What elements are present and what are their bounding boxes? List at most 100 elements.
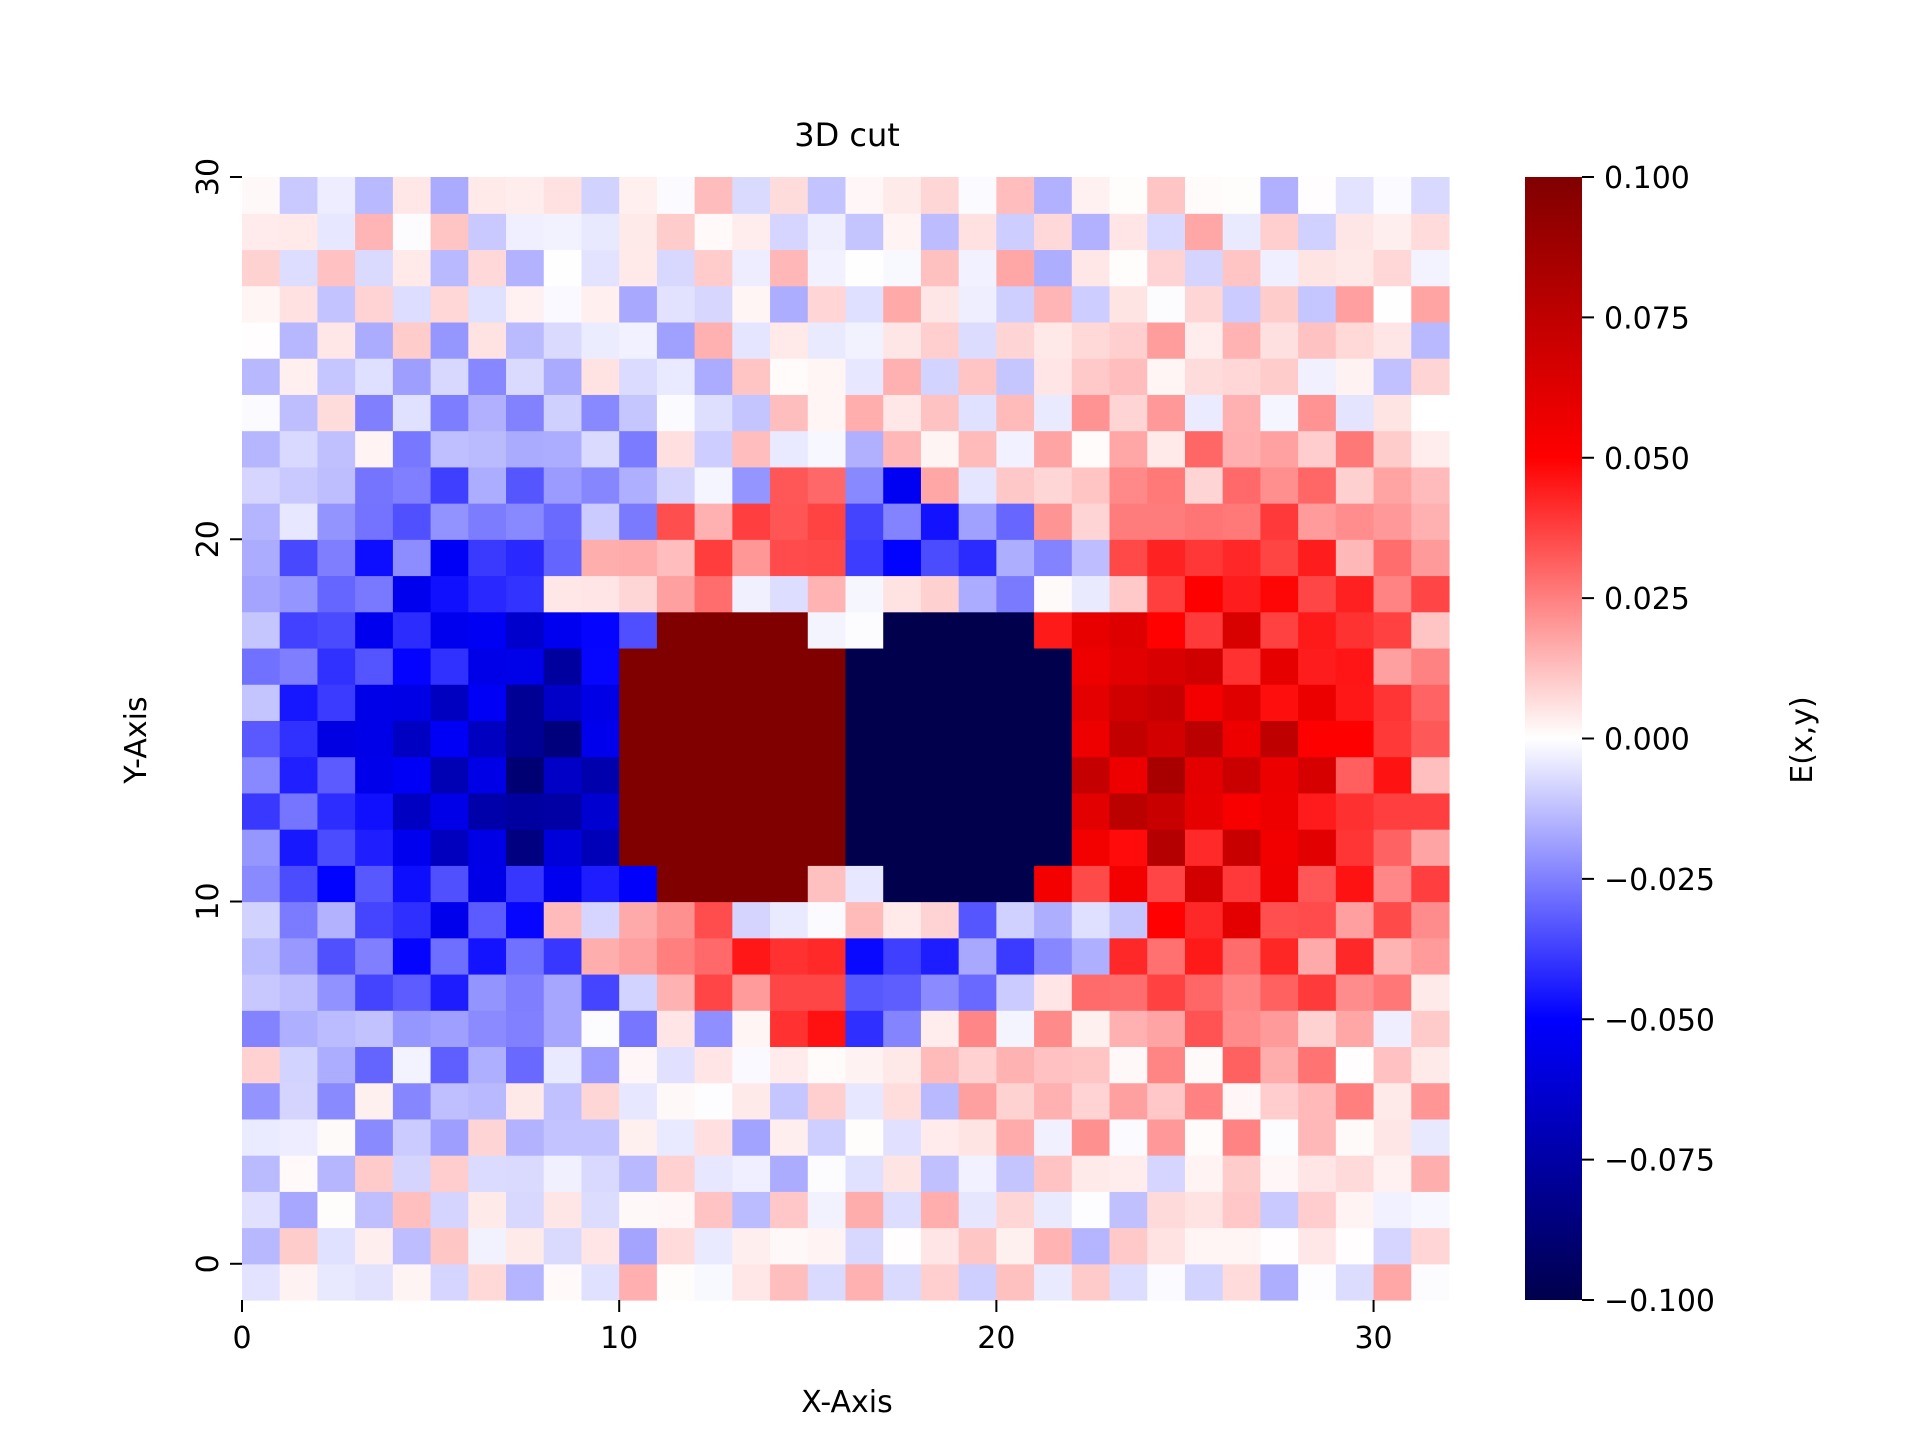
heatmap-cell <box>845 937 884 975</box>
heatmap-cell <box>1071 285 1111 323</box>
heatmap-cell <box>355 865 394 903</box>
heatmap-cell <box>1373 539 1412 577</box>
heatmap-cell <box>1071 1263 1111 1301</box>
heatmap-cell <box>996 901 1035 939</box>
heatmap-cell <box>920 1010 960 1048</box>
heatmap-cell <box>430 720 469 758</box>
heatmap-cell <box>1373 647 1412 685</box>
heatmap-cell <box>392 1155 432 1192</box>
heatmap-cell <box>770 1155 809 1192</box>
heatmap-cell <box>1222 973 1262 1011</box>
x-axis-label: X-Axis <box>801 1385 892 1420</box>
heatmap-cell <box>770 684 809 721</box>
heatmap-cell <box>845 213 884 251</box>
heatmap-cell <box>242 213 281 251</box>
heatmap-cell <box>694 829 733 866</box>
heatmap-cell <box>883 720 922 758</box>
heatmap-cell <box>430 1191 469 1229</box>
heatmap-cell <box>1109 394 1148 432</box>
heatmap-cell <box>430 466 469 504</box>
heatmap-cell <box>279 358 319 395</box>
heatmap-cell <box>242 358 281 395</box>
heatmap-cell <box>317 321 356 359</box>
heatmap-cell <box>317 1010 356 1048</box>
heatmap-cell <box>581 1046 620 1084</box>
heatmap-cell <box>619 213 658 251</box>
heatmap-cell <box>920 720 960 758</box>
heatmap-cell <box>807 1118 847 1156</box>
heatmap-cell <box>732 213 771 251</box>
heatmap-cell <box>1109 684 1148 721</box>
heatmap-cell <box>317 358 356 395</box>
heatmap-cell <box>1147 720 1186 758</box>
heatmap-cell <box>1373 937 1412 975</box>
heatmap-cell <box>1109 503 1148 540</box>
heatmap-cell <box>279 1155 319 1192</box>
heatmap-cell <box>1335 321 1375 359</box>
heatmap-cell <box>1071 213 1111 251</box>
heatmap-cell <box>581 1155 620 1192</box>
heatmap-cell <box>845 720 884 758</box>
heatmap-cell <box>1411 575 1450 613</box>
heatmap-cell <box>1147 756 1186 794</box>
heatmap-cell <box>506 358 545 395</box>
heatmap-cell <box>430 1263 469 1301</box>
heatmap-cell <box>656 1263 696 1301</box>
heatmap-cell <box>1034 684 1073 721</box>
heatmap-cell <box>1373 1263 1412 1301</box>
heatmap-cell <box>392 539 432 577</box>
heatmap-cell <box>430 792 469 830</box>
heatmap-cell <box>392 1191 432 1229</box>
heatmap-cell <box>1298 865 1337 903</box>
heatmap-cell <box>242 1082 281 1120</box>
heatmap-cell <box>807 611 847 649</box>
heatmap-cell <box>1034 394 1073 432</box>
heatmap-cell <box>392 792 432 830</box>
heatmap-cell <box>732 865 771 903</box>
heatmap-cell <box>1411 901 1450 939</box>
heatmap-cell <box>581 901 620 939</box>
heatmap-cell <box>883 285 922 323</box>
heatmap-cell <box>581 249 620 287</box>
heatmap-cell <box>1373 1118 1412 1156</box>
heatmap-cell <box>1373 611 1412 649</box>
heatmap-cell <box>1034 901 1073 939</box>
heatmap-cell <box>694 1155 733 1192</box>
heatmap-cell <box>1222 684 1262 721</box>
heatmap-cell <box>1298 1010 1337 1048</box>
heatmap-cell <box>581 177 620 214</box>
heatmap-cell <box>1109 539 1148 577</box>
heatmap-cell <box>732 1227 771 1265</box>
x-axis: 0 10 20 30 <box>232 1300 1393 1356</box>
heatmap-cell <box>1034 1227 1073 1265</box>
heatmap-cell <box>1335 430 1375 468</box>
heatmap-cell <box>1335 1082 1375 1120</box>
heatmap-cell <box>958 213 997 251</box>
heatmap-cell <box>694 973 733 1011</box>
heatmap-cell <box>1411 1010 1450 1048</box>
heatmap-cell <box>958 321 997 359</box>
heatmap-cell <box>1184 539 1224 577</box>
heatmap-cell <box>770 792 809 830</box>
heatmap-cell <box>732 1191 771 1229</box>
heatmap-cell <box>1411 973 1450 1011</box>
heatmap-cell <box>392 503 432 540</box>
heatmap-cell <box>1222 539 1262 577</box>
heatmap-cell <box>1147 177 1186 214</box>
heatmap-cell <box>1109 937 1148 975</box>
heatmap-cell <box>1373 177 1412 214</box>
heatmap-cell <box>1260 1010 1299 1048</box>
heatmap-cell <box>1147 1155 1186 1192</box>
heatmap-cell <box>581 503 620 540</box>
heatmap-cell <box>1260 539 1299 577</box>
heatmap-cell <box>996 358 1035 395</box>
heatmap-cell <box>619 647 658 685</box>
heatmap-cell <box>1184 1263 1224 1301</box>
heatmap-cell <box>468 901 507 939</box>
colorbar-tick-label: −0.025 <box>1604 863 1715 898</box>
heatmap-cell <box>807 503 847 540</box>
heatmap-cell <box>1260 1263 1299 1301</box>
heatmap-cell <box>581 937 620 975</box>
heatmap-cell <box>355 1082 394 1120</box>
